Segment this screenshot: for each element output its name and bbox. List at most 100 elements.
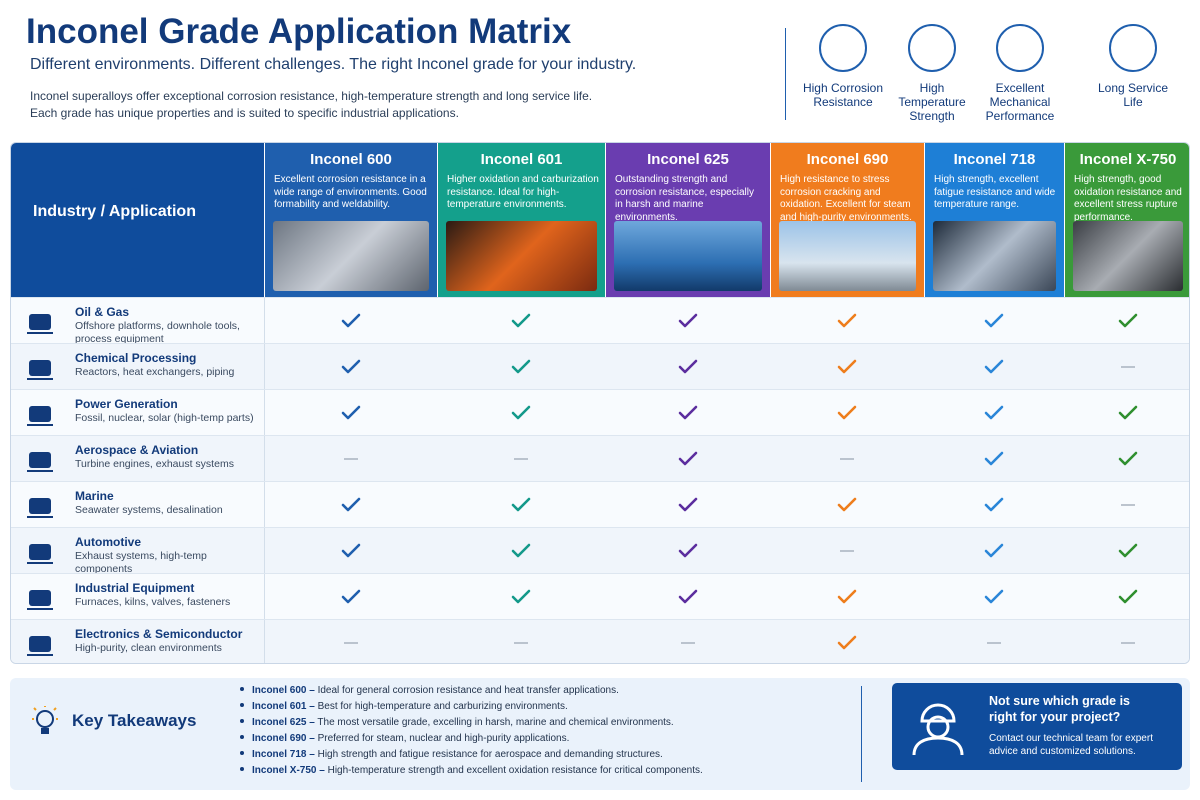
- cell: [511, 313, 531, 328]
- icon-shape: [29, 636, 51, 652]
- grade-header: Inconel X-750 High strength, good oxidati…: [1064, 143, 1189, 297]
- cta[interactable]: Not sure which grade is right for your p…: [892, 683, 1182, 770]
- cell: [511, 359, 531, 374]
- col-divider: [264, 482, 265, 528]
- check: [837, 313, 857, 328]
- grade-image: [614, 221, 762, 291]
- check: [511, 589, 531, 604]
- bullet: [240, 735, 244, 739]
- grade-description: Outstanding strength and corrosion resis…: [615, 174, 754, 223]
- feature-label: High Corrosion Resistance: [802, 81, 884, 109]
- cell: [343, 642, 358, 644]
- check: [511, 543, 531, 558]
- cell: [678, 589, 697, 604]
- industry-name: Oil & Gas: [75, 305, 130, 319]
- cell: [341, 497, 360, 512]
- check: [837, 405, 857, 420]
- bullet: [240, 719, 244, 723]
- industry-icon: [27, 452, 53, 472]
- cell: [1118, 589, 1137, 604]
- industry-detail: Offshore platforms, downhole tools, proc…: [75, 320, 240, 345]
- cell: [343, 458, 358, 460]
- check: [1118, 589, 1137, 604]
- takeaway-grade: Inconel 718 –: [252, 749, 315, 760]
- bullet: [240, 703, 244, 707]
- matrix-row: Power Generation Fossil, nuclear, solar (…: [11, 389, 1189, 436]
- industry-icon: [27, 406, 53, 426]
- cell: [1120, 366, 1135, 368]
- matrix-row: Electronics & Semiconductor High-purity, …: [11, 619, 1189, 663]
- cell: [678, 359, 697, 374]
- grade-description: High strength, excellent fatigue resista…: [934, 174, 1056, 210]
- check: [837, 589, 857, 604]
- check: [678, 405, 697, 420]
- check: [341, 497, 360, 512]
- industry-detail: High-purity, clean environments: [75, 642, 222, 654]
- cell: [341, 359, 360, 374]
- industry-detail: Seawater systems, desalination: [75, 504, 223, 516]
- cell: [837, 635, 857, 650]
- cell: [678, 543, 697, 558]
- col-divider: [264, 298, 265, 344]
- takeaway-text: Best for high-temperature and carburizin…: [317, 701, 568, 712]
- title: Inconel Grade Application Matrix: [26, 12, 572, 51]
- takeaway-grade: Inconel 690 –: [252, 733, 315, 744]
- check: [341, 313, 360, 328]
- cell: [840, 550, 854, 552]
- col-divider: [264, 528, 265, 574]
- check: [341, 589, 360, 604]
- industry-icon: [27, 360, 53, 380]
- cell: [341, 405, 360, 420]
- check: [837, 359, 857, 374]
- cell: [984, 589, 1004, 604]
- grade-header: Inconel 718 High strength, excellent fati…: [924, 143, 1064, 297]
- matrix-row: Chemical Processing Reactors, heat exchan…: [11, 343, 1189, 390]
- check: [984, 359, 1004, 374]
- cell: [514, 458, 528, 460]
- col-divider: [264, 344, 265, 390]
- grade-description: Excellent corrosion resistance in a wide…: [274, 174, 427, 210]
- takeaways-title: Key Takeaways: [72, 711, 197, 730]
- cell: [1118, 313, 1137, 328]
- cell: [837, 497, 857, 512]
- bulb-icon: [32, 706, 58, 734]
- check: [341, 359, 360, 374]
- check: [984, 497, 1004, 512]
- feature-icon: [1109, 24, 1157, 72]
- cell: [984, 497, 1004, 512]
- feature-label: High Temperature Strength: [898, 81, 966, 123]
- grade-image: [446, 221, 597, 291]
- matrix: Industry / Application Inconel 600 Excell…: [10, 142, 1190, 664]
- cell: [837, 405, 857, 420]
- feature-icon: [996, 24, 1044, 72]
- check: [678, 313, 697, 328]
- takeaway-grade: Inconel 601 –: [252, 701, 315, 712]
- takeaway-text: High strength and fatigue resistance for…: [317, 749, 663, 760]
- industry-detail: Furnaces, kilns, valves, fasteners: [75, 596, 231, 608]
- cell: [984, 543, 1004, 558]
- check: [984, 313, 1004, 328]
- industry-detail: Turbine engines, exhaust systems: [75, 458, 234, 470]
- takeaway-grade: Inconel 625 –: [252, 717, 315, 728]
- feature-label: Excellent Mechanical Performance: [985, 81, 1055, 123]
- cell: [984, 451, 1004, 466]
- check: [1118, 405, 1137, 420]
- check: [984, 405, 1004, 420]
- col-divider: [264, 390, 265, 436]
- industry-detail: Exhaust systems, high-temp components: [75, 550, 207, 575]
- icon-shape: [29, 406, 51, 422]
- cell: [511, 497, 531, 512]
- check: [341, 405, 360, 420]
- grade-header: Inconel 625 Outstanding strength and corr…: [605, 143, 770, 297]
- check: [678, 543, 697, 558]
- cell: [678, 451, 697, 466]
- cell: [678, 497, 697, 512]
- grade-name: Inconel 600: [310, 151, 392, 168]
- cell: [984, 313, 1004, 328]
- icon-shape: [27, 378, 53, 380]
- cell: [511, 405, 531, 420]
- cell: [1118, 451, 1137, 466]
- grade-header: Inconel 600 Excellent corrosion resistanc…: [264, 143, 437, 297]
- check: [837, 497, 857, 512]
- feature-icon: [819, 24, 867, 72]
